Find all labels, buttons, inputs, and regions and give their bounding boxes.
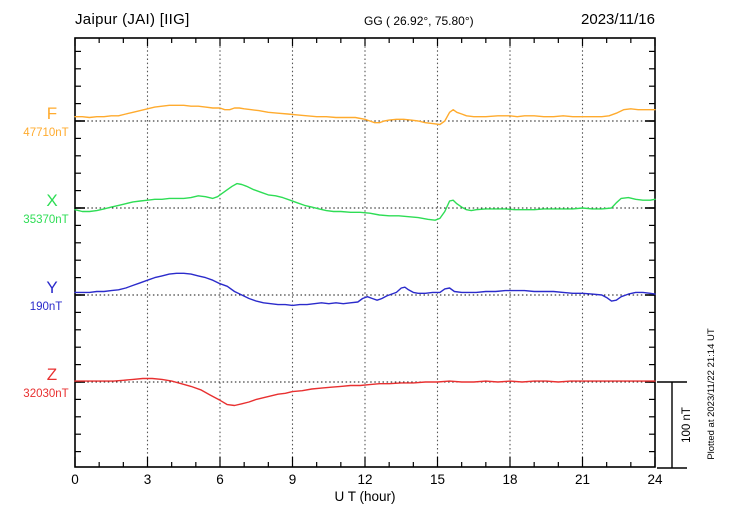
trace-Z <box>74 377 656 407</box>
trace-F <box>74 104 656 126</box>
component-value-Z: 32030nT <box>23 388 68 400</box>
x-tick-label: 21 <box>575 472 590 487</box>
plotted-at-note: Plotted at 2023/11/22 21:14 UT <box>706 328 717 460</box>
x-tick-label: 15 <box>430 472 445 487</box>
x-tick-label: 12 <box>357 472 372 487</box>
scale-bar-label: 100 nT <box>681 407 693 443</box>
component-label-X: X <box>46 191 57 210</box>
x-tick-label: 6 <box>216 472 224 487</box>
component-value-F: 47710nT <box>23 127 68 139</box>
x-axis-label: U T (hour) <box>334 489 395 504</box>
component-label-F: F <box>47 104 57 123</box>
station-title: Jaipur (JAI) [IIG] <box>75 11 190 28</box>
geo-coordinates-label: GG ( 26.92°, 75.80°) <box>364 14 474 28</box>
component-label-Y: Y <box>46 278 57 297</box>
component-label-Z: Z <box>47 365 57 384</box>
component-value-Y: 190nT <box>30 301 63 313</box>
x-tick-label: 9 <box>289 472 297 487</box>
x-tick-label: 3 <box>144 472 152 487</box>
component-value-X: 35370nT <box>23 214 68 226</box>
trace-X <box>74 182 656 221</box>
trace-Y <box>74 272 656 307</box>
plot-frame <box>74 37 656 468</box>
plot-date: 2023/11/16 <box>581 11 655 28</box>
x-tick-label: 18 <box>502 472 517 487</box>
x-tick-label: 24 <box>647 472 663 487</box>
x-tick-label: 0 <box>71 472 79 487</box>
